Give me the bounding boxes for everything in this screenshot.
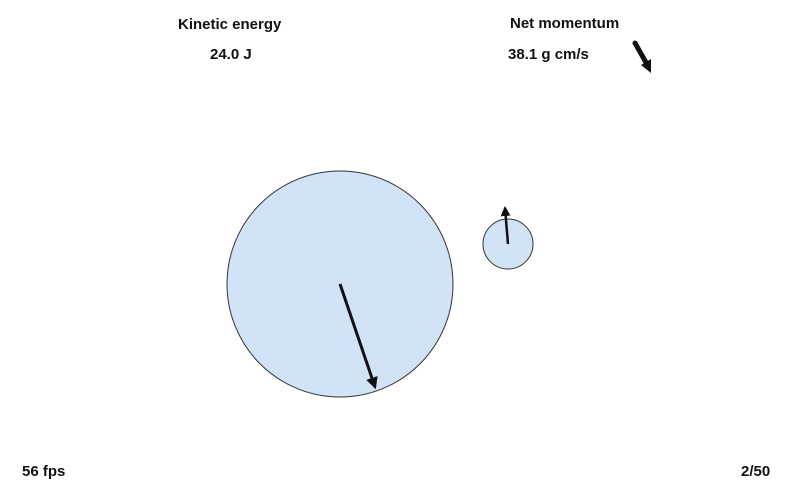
fps-counter: 56 fps xyxy=(22,463,66,480)
velocity-arrow-icon xyxy=(338,283,378,390)
net-momentum-label: Net momentum xyxy=(510,15,620,32)
net-momentum-value: 38.1 g cm/s xyxy=(508,46,589,63)
ball-small[interactable] xyxy=(482,206,534,270)
velocity-arrow-icon xyxy=(500,206,511,245)
kinetic-energy-value: 24.0 J xyxy=(210,46,252,63)
momentum-arrow-icon xyxy=(632,40,651,73)
kinetic-energy-label: Kinetic energy xyxy=(178,16,282,33)
ball-large[interactable] xyxy=(226,170,454,398)
frame-counter: 2/50 xyxy=(741,463,771,480)
